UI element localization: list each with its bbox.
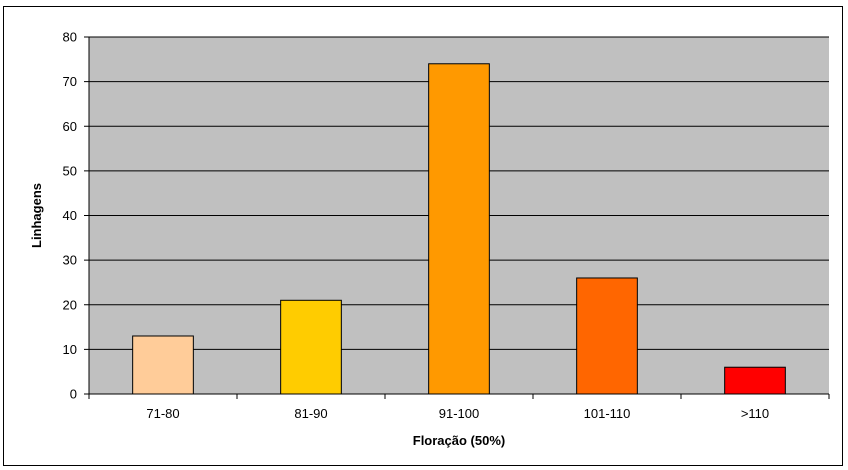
y-tick-label: 80	[63, 30, 77, 45]
x-tick-label: 101-110	[584, 406, 631, 421]
y-tick-labels: 0 10 20 30 40 50 60 70 80	[63, 30, 77, 402]
x-axis-title: Floração (50%)	[413, 433, 505, 448]
y-tick-label: 30	[63, 253, 77, 268]
y-axis-title: Linhagens	[29, 183, 44, 248]
y-tick-label: 50	[63, 163, 77, 178]
axes	[84, 36, 830, 399]
x-tick-label: 91-100	[439, 406, 479, 421]
bar-101-110	[576, 277, 638, 395]
bars	[132, 63, 786, 395]
y-tick-label: 20	[63, 297, 77, 312]
x-tick-label: 81-90	[294, 406, 327, 421]
y-tick-label: 40	[63, 208, 77, 223]
bar-91-100	[428, 63, 490, 395]
y-tick-label: 70	[63, 74, 77, 89]
x-tick-label: >110	[741, 406, 769, 421]
bar-81-90	[280, 299, 342, 395]
y-tick-label: 60	[63, 119, 77, 134]
bar->110	[724, 366, 786, 395]
x-tick-label: 71-80	[146, 406, 179, 421]
y-tick-label: 0	[70, 387, 77, 402]
bar-71-80	[132, 335, 194, 395]
x-tick-labels: 71-80 81-90 91-100 101-110 >110	[146, 406, 769, 421]
y-tick-label: 10	[63, 342, 77, 357]
